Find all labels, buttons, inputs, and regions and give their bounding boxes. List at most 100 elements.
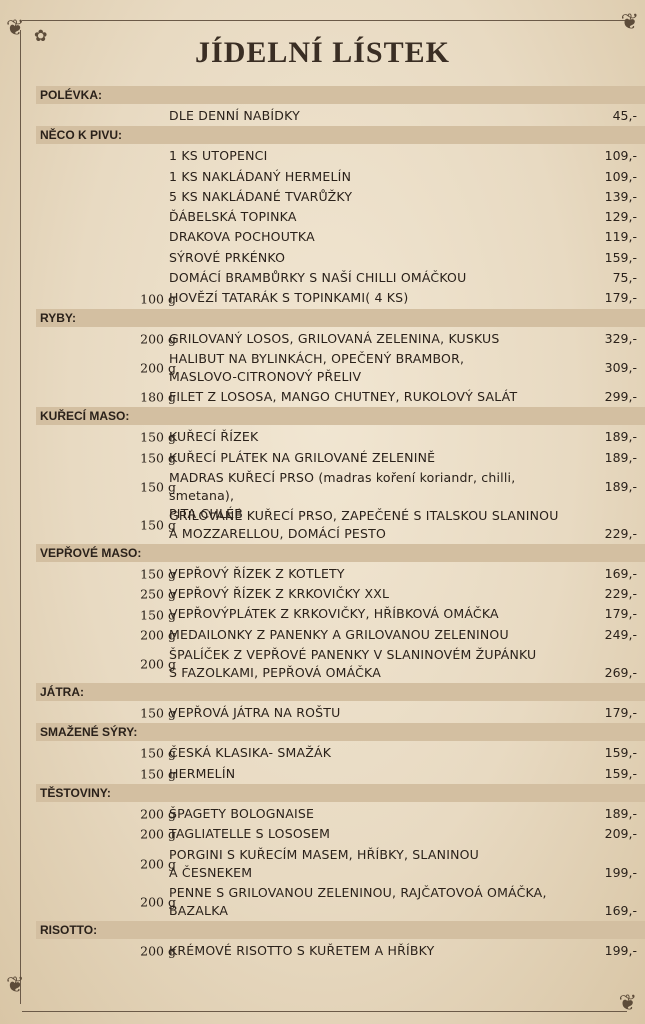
menu-item: 150 g KUŘECÍ ŘÍZEK 189,- [36, 427, 645, 447]
item-name: DRAKOVA POCHOUTKA [169, 229, 315, 245]
menu-item: 200 g PENNE S GRILOVANOU ZELENINOU, RAJČA… [36, 883, 645, 921]
item-price: 179,- [604, 606, 637, 622]
item-weight: 150 g [140, 479, 176, 495]
menu-item: 200 g ŠPALÍČEK Z VEPŘOVÉ PANENKY V SLANIN… [36, 645, 645, 683]
item-name: ŠPALÍČEK Z VEPŘOVÉ PANENKY V SLANINOVÉM … [169, 647, 537, 681]
section-heading: POLÉVKA: [36, 86, 645, 104]
flourish-icon: ❦ [6, 16, 25, 41]
item-name: GRILOVANÝ LOSOS, GRILOVANÁ ZELENINA, KUS… [169, 330, 500, 346]
item-name: KRÉMOVÉ RISOTTO S KUŘETEM A HŘÍBKY [169, 942, 435, 958]
item-weight: 150 g [140, 429, 176, 445]
item-name: PORGINI S KUŘECÍM MASEM, HŘÍBKY, SLANINO… [169, 846, 480, 880]
item-weight: 200 g [140, 627, 176, 643]
item-weight: 250 g [140, 586, 176, 602]
menu-item: 200 g HALIBUT NA BYLINKÁCH, OPEČENÝ BRAMB… [36, 349, 645, 387]
item-weight: 200 g [140, 331, 176, 347]
item-name: VEPŘOVÝ ŘÍZEK Z KRKOVIČKY XXL [169, 586, 390, 602]
item-name: MADRAS KUŘECÍ PRSO (madras koření korian… [169, 469, 516, 521]
menu-item: DOMÁCÍ BRAMBŮRKY S NAŠÍ CHILLI OMÁČKOU 75… [36, 268, 645, 288]
item-weight: 150 g [140, 745, 176, 761]
item-price: 119,- [604, 229, 637, 245]
item-price: 169,- [604, 565, 637, 581]
menu-item: 1 KS NAKLÁDANÝ HERMELÍN 109,- [36, 167, 645, 187]
menu-item: 200 g TAGLIATELLE S LOSOSEM 209,- [36, 824, 645, 844]
item-name: HERMELÍN [169, 765, 236, 781]
item-price: 229,- [604, 525, 637, 541]
item-weight: 200 g [140, 894, 176, 910]
menu-item: 200 g PORGINI S KUŘECÍM MASEM, HŘÍBKY, SL… [36, 845, 645, 883]
item-price: 159,- [604, 765, 637, 781]
item-name: KUŘECÍ PLÁTEK NA GRILOVANÉ ZELENINĚ [169, 449, 436, 465]
item-price: 269,- [604, 665, 637, 681]
section-heading: RYBY: [36, 308, 645, 327]
item-price: 139,- [604, 188, 637, 204]
item-name: SÝROVÉ PRKÉNKO [169, 249, 286, 265]
item-name: HALIBUT NA BYLINKÁCH, OPEČENÝ BRAMBOR, MA… [169, 350, 465, 384]
item-weight: 200 g [140, 826, 176, 842]
item-price: 229,- [604, 586, 637, 602]
flourish-icon: ❦ [618, 991, 637, 1016]
item-weight: 200 g [140, 360, 176, 376]
frame-top-line [22, 20, 627, 21]
item-price: 159,- [604, 249, 637, 265]
item-price: 189,- [604, 805, 637, 821]
section-heading: VEPŘOVÉ MASO: [36, 543, 645, 562]
item-price: 189,- [604, 429, 637, 445]
item-price: 189,- [604, 449, 637, 465]
item-price: 169,- [604, 902, 637, 918]
item-weight: 200 g [140, 856, 176, 872]
frame-bottom-line [22, 1011, 627, 1012]
item-weight: 200 g [140, 943, 176, 959]
item-name: GRILOVANÉ KUŘECÍ PRSO, ZAPEČENÉ S ITALSK… [169, 507, 559, 541]
menu-item: 150 g GRILOVANÉ KUŘECÍ PRSO, ZAPEČENÉ S I… [36, 506, 645, 544]
menu-item: 1 KS UTOPENCI 109,- [36, 146, 645, 166]
frame-left-line [20, 30, 21, 1004]
item-name: ĎÁBELSKÁ TOPINKA [169, 209, 297, 225]
item-name: TAGLIATELLE S LOSOSEM [169, 826, 331, 842]
item-price: 299,- [604, 388, 637, 404]
section-heading: JÁTRA: [36, 683, 645, 702]
item-price: 109,- [604, 168, 637, 184]
menu-item: 200 g ŠPAGETY BOLOGNAISE 189,- [36, 804, 645, 824]
item-name: VEPŘOVÁ JÁTRA NA ROŠTU [169, 705, 341, 721]
item-name: VEPŘOVÝPLÁTEK Z KRKOVIČKY, HŘÍBKOVÁ OMÁČ… [169, 606, 499, 622]
item-name: FILET Z LOSOSA, MANGO CHUTNEY, RUKOLOVÝ … [169, 388, 518, 404]
menu-item: 250 g VEPŘOVÝ ŘÍZEK Z KRKOVIČKY XXL 229,- [36, 584, 645, 604]
flourish-icon: ❦ [6, 973, 25, 998]
flourish-icon: ❦ [620, 10, 639, 35]
item-price: 109,- [604, 148, 637, 164]
item-name: VEPŘOVÝ ŘÍZEK Z KOTLETY [169, 565, 345, 581]
item-name: KUŘECÍ ŘÍZEK [169, 429, 259, 445]
item-price: 309,- [604, 359, 637, 375]
item-price: 189,- [604, 478, 637, 494]
item-name: 5 KS NAKLÁDANÉ TVARŮŽKY [169, 188, 353, 204]
item-price: 75,- [612, 270, 637, 286]
item-name: ČESKÁ KLASIKA- SMAŽÁK [169, 745, 332, 761]
item-weight: 150 g [140, 766, 176, 782]
menu-item: ĎÁBELSKÁ TOPINKA 129,- [36, 207, 645, 227]
menu-title: JÍDELNÍ LÍSTEK [195, 36, 450, 69]
item-weight: 180 g [140, 389, 176, 405]
item-price: 199,- [604, 942, 637, 958]
item-price: 329,- [604, 330, 637, 346]
menu-item: 200 g KRÉMOVÉ RISOTTO S KUŘETEM A HŘÍBKY 1… [36, 941, 645, 961]
item-weight: 200 g [140, 656, 176, 672]
menu-item: 180 g FILET Z LOSOSA, MANGO CHUTNEY, RUKO… [36, 387, 645, 407]
menu-list: POLÉVKA: DLE DENNÍ NABÍDKY 45,- NĚCO K PIVU… [36, 86, 645, 961]
menu-item: DLE DENNÍ NABÍDKY 45,- [36, 106, 645, 126]
section-heading: KUŘECÍ MASO: [36, 407, 645, 426]
item-price: 179,- [604, 290, 637, 306]
item-name: ŠPAGETY BOLOGNAISE [169, 805, 315, 821]
item-name: MEDAILONKY Z PANENKY A GRILOVANOU ZELENI… [169, 626, 509, 642]
item-price: 199,- [604, 864, 637, 880]
item-weight: 150 g [140, 607, 176, 623]
item-weight: 150 g [140, 566, 176, 582]
menu-item: 150 g MADRAS KUŘECÍ PRSO (madras koření k… [36, 468, 645, 521]
item-price: 179,- [604, 705, 637, 721]
item-price: 45,- [612, 108, 637, 123]
section-heading: NĚCO K PIVU: [36, 126, 645, 145]
menu-item: 150 g ČESKÁ KLASIKA- SMAŽÁK 159,- [36, 743, 645, 763]
item-name: DLE DENNÍ NABÍDKY [169, 108, 300, 123]
item-name: DOMÁCÍ BRAMBŮRKY S NAŠÍ CHILLI OMÁČKOU [169, 270, 467, 286]
